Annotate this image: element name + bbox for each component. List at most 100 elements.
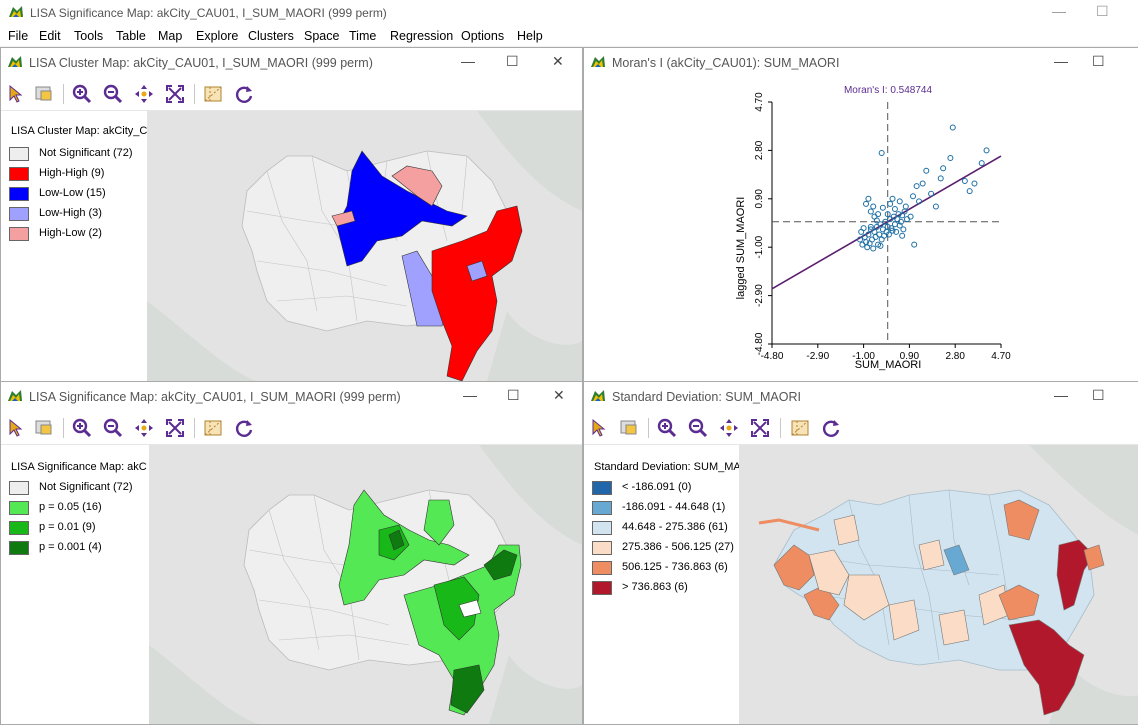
menu-help[interactable]: Help: [517, 29, 543, 43]
app-title: LISA Significance Map: akCity_CAU01, I_S…: [30, 6, 387, 20]
scatter-point: [884, 211, 891, 218]
close-button[interactable]: ✕: [552, 53, 564, 69]
geoda-logo-icon: [591, 56, 605, 67]
significance-legend: LISA Significance Map: akC Not Significa…: [1, 445, 149, 724]
scatter-point: [867, 208, 874, 215]
scatter-point: [899, 232, 906, 239]
menu-tools[interactable]: Tools: [74, 29, 104, 43]
menu-clusters[interactable]: Clusters: [248, 29, 294, 43]
zoom-in-icon[interactable]: [71, 83, 93, 105]
cluster-map-title: LISA Cluster Map: akCity_CAU01, I_SUM_MA…: [29, 56, 373, 70]
minimize-button[interactable]: —: [1052, 3, 1066, 19]
scatter-point: [971, 180, 978, 187]
close-button[interactable]: ✕: [553, 387, 565, 403]
menu-space[interactable]: Space: [304, 29, 340, 43]
menu-options[interactable]: Options: [461, 29, 505, 43]
scatter-point: [903, 216, 910, 223]
refresh-icon[interactable]: [233, 417, 255, 439]
menu-map[interactable]: Map: [158, 29, 183, 43]
y-tick-label: 0.90: [754, 189, 765, 209]
y-tick-label: 4.70: [754, 92, 765, 112]
minimize-button[interactable]: —: [461, 53, 475, 69]
scatter-point: [875, 211, 882, 218]
basemap-icon[interactable]: [202, 83, 224, 105]
scatter-point: [891, 221, 898, 228]
scatter-point: [978, 160, 985, 167]
cluster-map-canvas[interactable]: [147, 111, 582, 381]
regression-line: [771, 155, 1002, 290]
scatter-point: [867, 223, 874, 230]
x-tick-label: -2.90: [806, 351, 829, 362]
menu-file[interactable]: File: [8, 29, 29, 43]
map-toolbar: [1, 412, 582, 445]
map-toolbar: [584, 412, 1138, 445]
scatter-point: [937, 175, 944, 182]
scatter-point: [878, 149, 885, 156]
scatter-point: [884, 223, 891, 230]
x-tick-label: -1.00: [852, 351, 875, 362]
significance-map-title: LISA Significance Map: akCity_CAU01, I_S…: [29, 390, 401, 404]
legend-title: Standard Deviation: SUM_MAO: [594, 461, 750, 473]
legend-title: LISA Cluster Map: akCity_CA: [11, 125, 155, 137]
pan-icon[interactable]: [718, 417, 740, 439]
maximize-button[interactable]: ☐: [507, 387, 520, 403]
selection-tool-icon[interactable]: [618, 417, 640, 439]
menu-edit[interactable]: Edit: [39, 29, 61, 43]
select-pointer-icon[interactable]: [5, 417, 27, 439]
pan-icon[interactable]: [133, 83, 155, 105]
significance-map-drawing: [149, 445, 582, 724]
menu-explore[interactable]: Explore: [196, 29, 239, 43]
zoom-in-icon[interactable]: [71, 417, 93, 439]
minimize-button[interactable]: —: [1054, 53, 1068, 69]
scatter-point: [891, 205, 898, 212]
maximize-button[interactable]: ☐: [1092, 53, 1105, 69]
zoom-out-icon[interactable]: [687, 417, 709, 439]
scatter-point: [870, 203, 877, 210]
scatter-point: [910, 193, 917, 200]
moran-titlebar: Moran's I (akCity_CAU01): SUM_MAORI — ☐: [584, 48, 1138, 78]
scatter-point: [895, 211, 902, 218]
fit-extent-icon[interactable]: [164, 417, 186, 439]
refresh-icon[interactable]: [820, 417, 842, 439]
stddev-map-canvas[interactable]: [739, 445, 1138, 724]
pan-icon[interactable]: [133, 417, 155, 439]
stddev-map-window: Standard Deviation: SUM_MAORI — ☐ Standa…: [583, 381, 1138, 725]
x-tick-label: 0.90: [900, 351, 920, 362]
geoda-logo-icon: [591, 390, 605, 401]
maximize-button[interactable]: ☐: [1092, 387, 1105, 403]
menu-table[interactable]: Table: [116, 29, 146, 43]
maximize-button[interactable]: ☐: [1096, 3, 1109, 19]
moran-title: Moran's I (akCity_CAU01): SUM_MAORI: [612, 56, 840, 70]
y-tick-label: 2.80: [754, 140, 765, 160]
minimize-button[interactable]: —: [463, 387, 477, 403]
scatter-point: [896, 198, 903, 205]
zoom-in-icon[interactable]: [656, 417, 678, 439]
significance-map-canvas[interactable]: [149, 445, 582, 724]
scatter-point: [896, 222, 903, 229]
refresh-icon[interactable]: [233, 83, 255, 105]
y-tick-label: -4.80: [754, 332, 765, 355]
scatter-point: [966, 188, 973, 195]
basemap-icon[interactable]: [202, 417, 224, 439]
scatter-point: [897, 218, 904, 225]
zoom-out-icon[interactable]: [102, 417, 124, 439]
scatter-point: [900, 226, 907, 233]
select-pointer-icon[interactable]: [588, 417, 610, 439]
scatter-point: [928, 190, 935, 197]
scatter-point: [983, 147, 990, 154]
maximize-button[interactable]: ☐: [506, 53, 519, 69]
scatter-point: [919, 180, 926, 187]
menu-regression[interactable]: Regression: [390, 29, 454, 43]
select-pointer-icon[interactable]: [5, 83, 27, 105]
zoom-out-icon[interactable]: [102, 83, 124, 105]
scatter-point: [856, 236, 863, 243]
minimize-button[interactable]: —: [1054, 387, 1068, 403]
fit-extent-icon[interactable]: [164, 83, 186, 105]
fit-extent-icon[interactable]: [749, 417, 771, 439]
selection-tool-icon[interactable]: [33, 83, 55, 105]
scatter-point: [863, 200, 870, 207]
menu-time[interactable]: Time: [349, 29, 377, 43]
selection-tool-icon[interactable]: [33, 417, 55, 439]
basemap-icon[interactable]: [789, 417, 811, 439]
moran-scatterplot[interactable]: Moran's I: 0.548744 -4.80 -2.90 -1.00 0.90 2…: [584, 78, 1138, 381]
